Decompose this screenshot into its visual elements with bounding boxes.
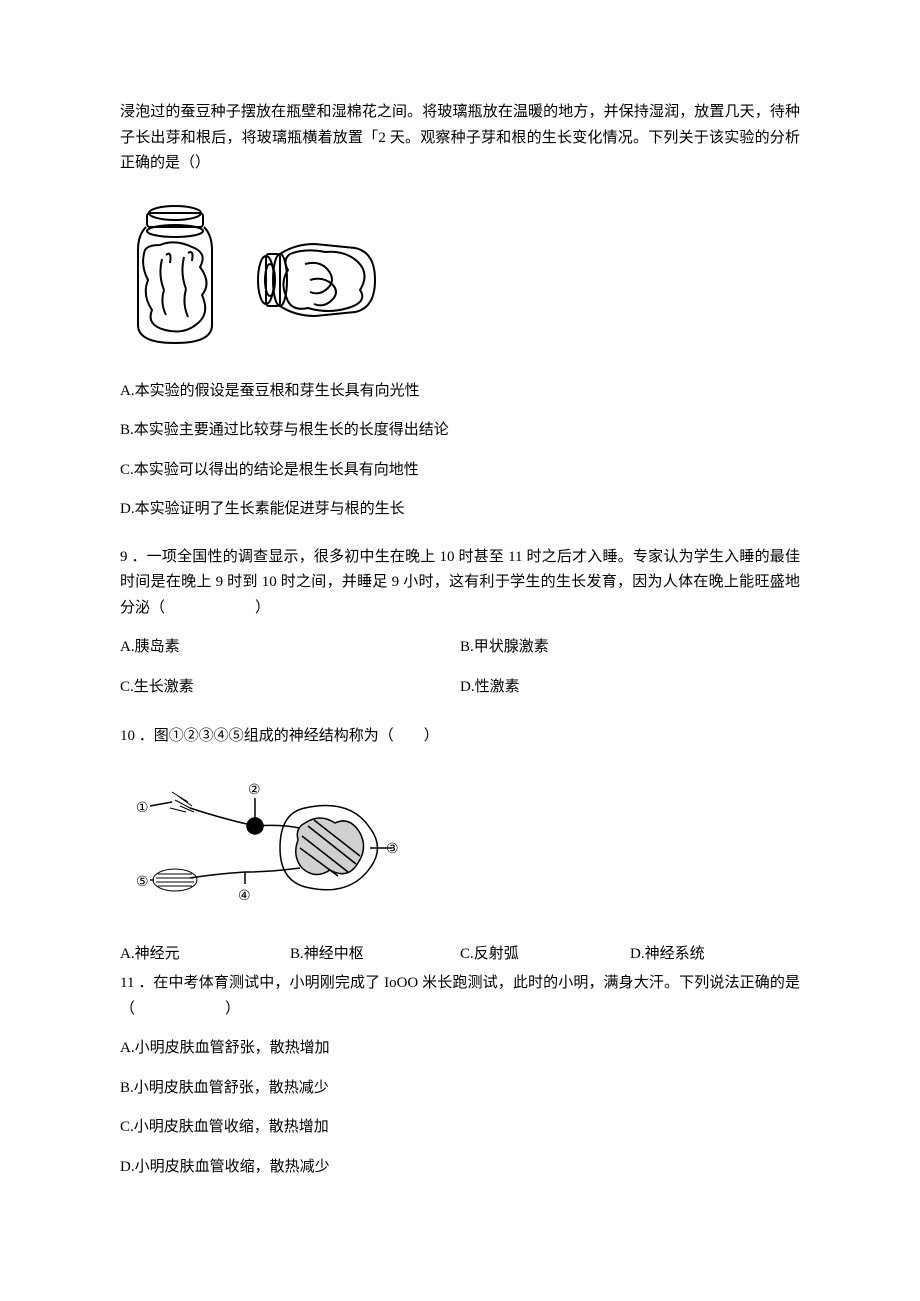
q9-stem: 9 ．一项全国性的调查显示，很多初中生在晚上 10 时甚至 11 时之后才入睡。… [120, 545, 800, 622]
q10-options: A.神经元 B.神经中枢 C.反射弧 D.神经系统 [120, 942, 800, 968]
q9-option-d: D.性激素 [460, 675, 800, 701]
q9-options: A.胰岛素 B.甲状腺激素 C.生长激素 D.性激素 [120, 635, 800, 714]
q9-option-c: C.生长激素 [120, 675, 460, 701]
q10-option-b: B.神经中枢 [290, 942, 460, 968]
q10-stem-text: 10 ．图①②③④⑤组成的神经结构称为（ [120, 728, 394, 744]
q9-option-a: A.胰岛素 [120, 635, 460, 661]
q9-stem-text: 9 ．一项全国性的调查显示，很多初中生在晚上 10 时甚至 11 时之后才入睡。… [120, 549, 800, 616]
q8-options: A.本实验的假设是蚕豆根和芽生长具有向光性 B.本实验主要通过比较芽与根生长的长… [120, 379, 800, 523]
q8-option-c: C.本实验可以得出的结论是根生长具有向地性 [120, 458, 800, 484]
q11-stem-text: 11 ．在中考体育测试中，小明刚完成了 IoOO 米长跑测试，此时的小明，满身大… [120, 975, 800, 1017]
q11-option-b: B.小明皮肤血管舒张，散热减少 [120, 1076, 800, 1102]
q10-option-c: C.反射弧 [460, 942, 630, 968]
q9-option-b: B.甲状腺激素 [460, 635, 800, 661]
q8-option-b: B.本实验主要通过比较芽与根生长的长度得出结论 [120, 418, 800, 444]
jar-seeds-figure [120, 195, 390, 355]
q9-stem-close: ） [255, 600, 270, 616]
q11-options: A.小明皮肤血管舒张，散热增加 B.小明皮肤血管舒张，散热减少 C.小明皮肤血管… [120, 1036, 800, 1180]
q10-option-d: D.神经系统 [630, 942, 800, 968]
q10-stem: 10 ．图①②③④⑤组成的神经结构称为（ ） [120, 724, 800, 750]
reflex-arc-figure: ① ② ③ ④ ⑤ [120, 768, 400, 918]
label-5: ⑤ [136, 875, 149, 890]
q8-option-a: A.本实验的假设是蚕豆根和芽生长具有向光性 [120, 379, 800, 405]
q10-figure: ① ② ③ ④ ⑤ [120, 768, 800, 918]
q11-option-d: D.小明皮肤血管收缩，散热减少 [120, 1155, 800, 1181]
label-3: ③ [386, 842, 399, 857]
label-4: ④ [238, 889, 251, 904]
label-1: ① [136, 801, 149, 816]
page-content: 浸泡过的蚕豆种子摆放在瓶壁和湿棉花之间。将玻璃瓶放在温暖的地方，并保持湿润，放置… [0, 0, 920, 1262]
q11-stem-close: ） [225, 1001, 240, 1017]
q11-option-a: A.小明皮肤血管舒张，散热增加 [120, 1036, 800, 1062]
q8-figure [120, 195, 800, 355]
q11-stem: 11 ．在中考体育测试中，小明刚完成了 IoOO 米长跑测试，此时的小明，满身大… [120, 971, 800, 1022]
q11-option-c: C.小明皮肤血管收缩，散热增加 [120, 1115, 800, 1141]
label-2: ② [248, 783, 261, 798]
q8-stem-continued: 浸泡过的蚕豆种子摆放在瓶壁和湿棉花之间。将玻璃瓶放在温暖的地方，并保持湿润，放置… [120, 100, 800, 177]
q10-option-a: A.神经元 [120, 942, 290, 968]
q8-option-d: D.本实验证明了生长素能促进芽与根的生长 [120, 497, 800, 523]
q10-stem-close: ） [424, 728, 439, 744]
